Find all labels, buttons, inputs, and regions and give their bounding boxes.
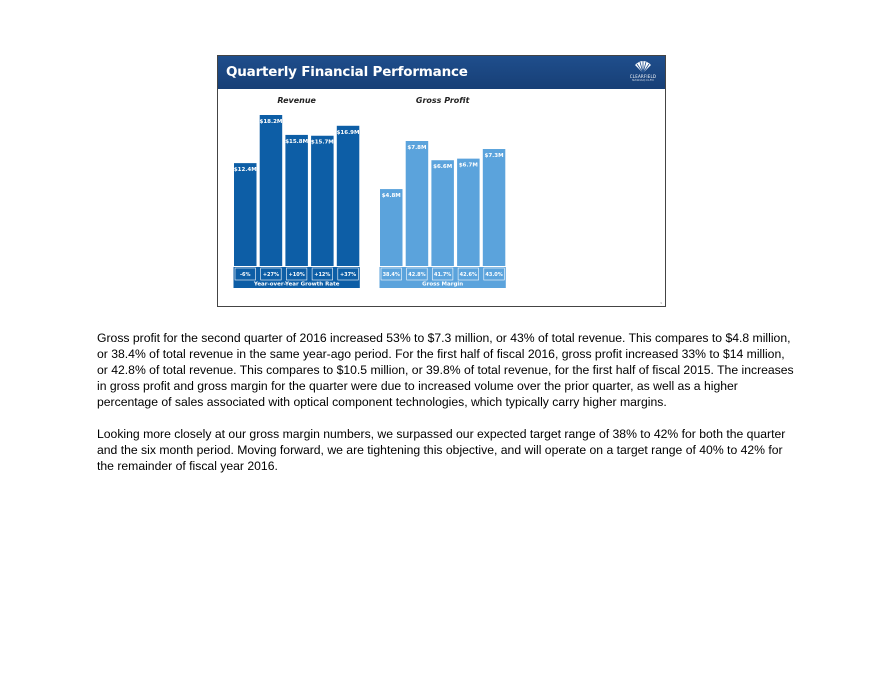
gross-profit-value-label: $7.3M <box>485 153 504 159</box>
company-logo: CLEARFIELD NASDAQ:CLFD <box>627 59 659 87</box>
revenue-bar <box>311 135 334 266</box>
logo-ticker: NASDAQ:CLFD <box>632 78 654 82</box>
revenue-subvalue-label: +27% <box>263 272 279 278</box>
paragraph-gross-profit: Gross profit for the second quarter of 2… <box>97 331 794 409</box>
gross-profit-bar <box>380 189 403 266</box>
revenue-value-label: $18.2M <box>260 119 283 125</box>
revenue-bar <box>234 163 257 266</box>
paragraph-gross-margin: Looking more closely at our gross margin… <box>97 427 786 473</box>
gross-profit-value-label: $6.6M <box>433 164 452 170</box>
revenue-subvalue-box <box>337 267 359 281</box>
gross-profit-subvalue-box <box>406 267 428 281</box>
gross-profit-subvalue-label: 43.0% <box>485 272 502 278</box>
revenue-bar <box>259 115 283 266</box>
gross-profit-chart-title: Gross Profit <box>416 96 471 105</box>
revenue-subvalue-box <box>311 267 333 281</box>
revenue-subvalue-caption: Year-over-Year Growth Rate <box>253 282 340 288</box>
gross-profit-subvalue-label: 42.6% <box>460 272 477 278</box>
revenue-value-label: $12.4M <box>234 167 257 173</box>
gross-profit-subvalue-box <box>457 267 479 281</box>
presentation-slide: Quarterly Financial Performance CLEARFIE… <box>217 55 666 307</box>
page-number: 9 <box>660 301 662 305</box>
revenue-chart-title: Revenue <box>277 96 316 105</box>
gross-profit-subvalue-box <box>483 267 505 281</box>
gross-profit-subvalue-box <box>380 267 402 281</box>
gross-profit-subvalue-label: 41.7% <box>434 272 451 278</box>
gross-profit-subvalue-caption: Gross Margin <box>422 282 463 288</box>
financial-charts: Revenue$12.4MQ2-15$18.2MQ3-15$15.8MQ4-15… <box>233 96 506 288</box>
gross-profit-subvalue-box <box>432 267 454 281</box>
revenue-subvalue-label: -6% <box>240 272 251 278</box>
revenue-bar <box>336 125 360 267</box>
revenue-value-label: $15.7M <box>311 140 334 146</box>
logo-name: CLEARFIELD <box>629 74 657 79</box>
revenue-subvalue-label: +37% <box>340 272 356 278</box>
shell-logo-icon <box>635 61 651 74</box>
gross-profit-subvalue-label: 38.4% <box>383 272 400 278</box>
revenue-subvalue-box <box>286 267 308 281</box>
body-text: Gross profit for the second quarter of 2… <box>97 330 797 490</box>
revenue-subvalue-box <box>234 267 256 281</box>
gross-profit-value-label: $4.8M <box>382 193 401 199</box>
revenue-bar <box>285 134 308 266</box>
gross-profit-subvalue-label: 42.8% <box>408 272 425 278</box>
slide-title: Quarterly Financial Performance <box>226 64 468 80</box>
gross-profit-bar <box>482 149 506 266</box>
gross-profit-value-label: $7.8M <box>407 145 426 151</box>
gross-profit-bar <box>405 141 429 266</box>
revenue-subvalue-panel <box>233 267 360 288</box>
revenue-value-label: $16.9M <box>337 130 360 136</box>
gross-profit-bar <box>457 158 480 266</box>
revenue-value-label: $15.8M <box>285 139 308 145</box>
revenue-subvalue-label: +12% <box>314 272 330 278</box>
slide-header: Quarterly Financial Performance CLEARFIE… <box>218 56 665 89</box>
gross-profit-subvalue-panel <box>379 267 506 288</box>
gross-profit-bar <box>431 160 454 266</box>
revenue-subvalue-box <box>260 267 282 281</box>
revenue-subvalue-label: +10% <box>289 272 305 278</box>
gross-profit-value-label: $6.7M <box>459 163 478 169</box>
